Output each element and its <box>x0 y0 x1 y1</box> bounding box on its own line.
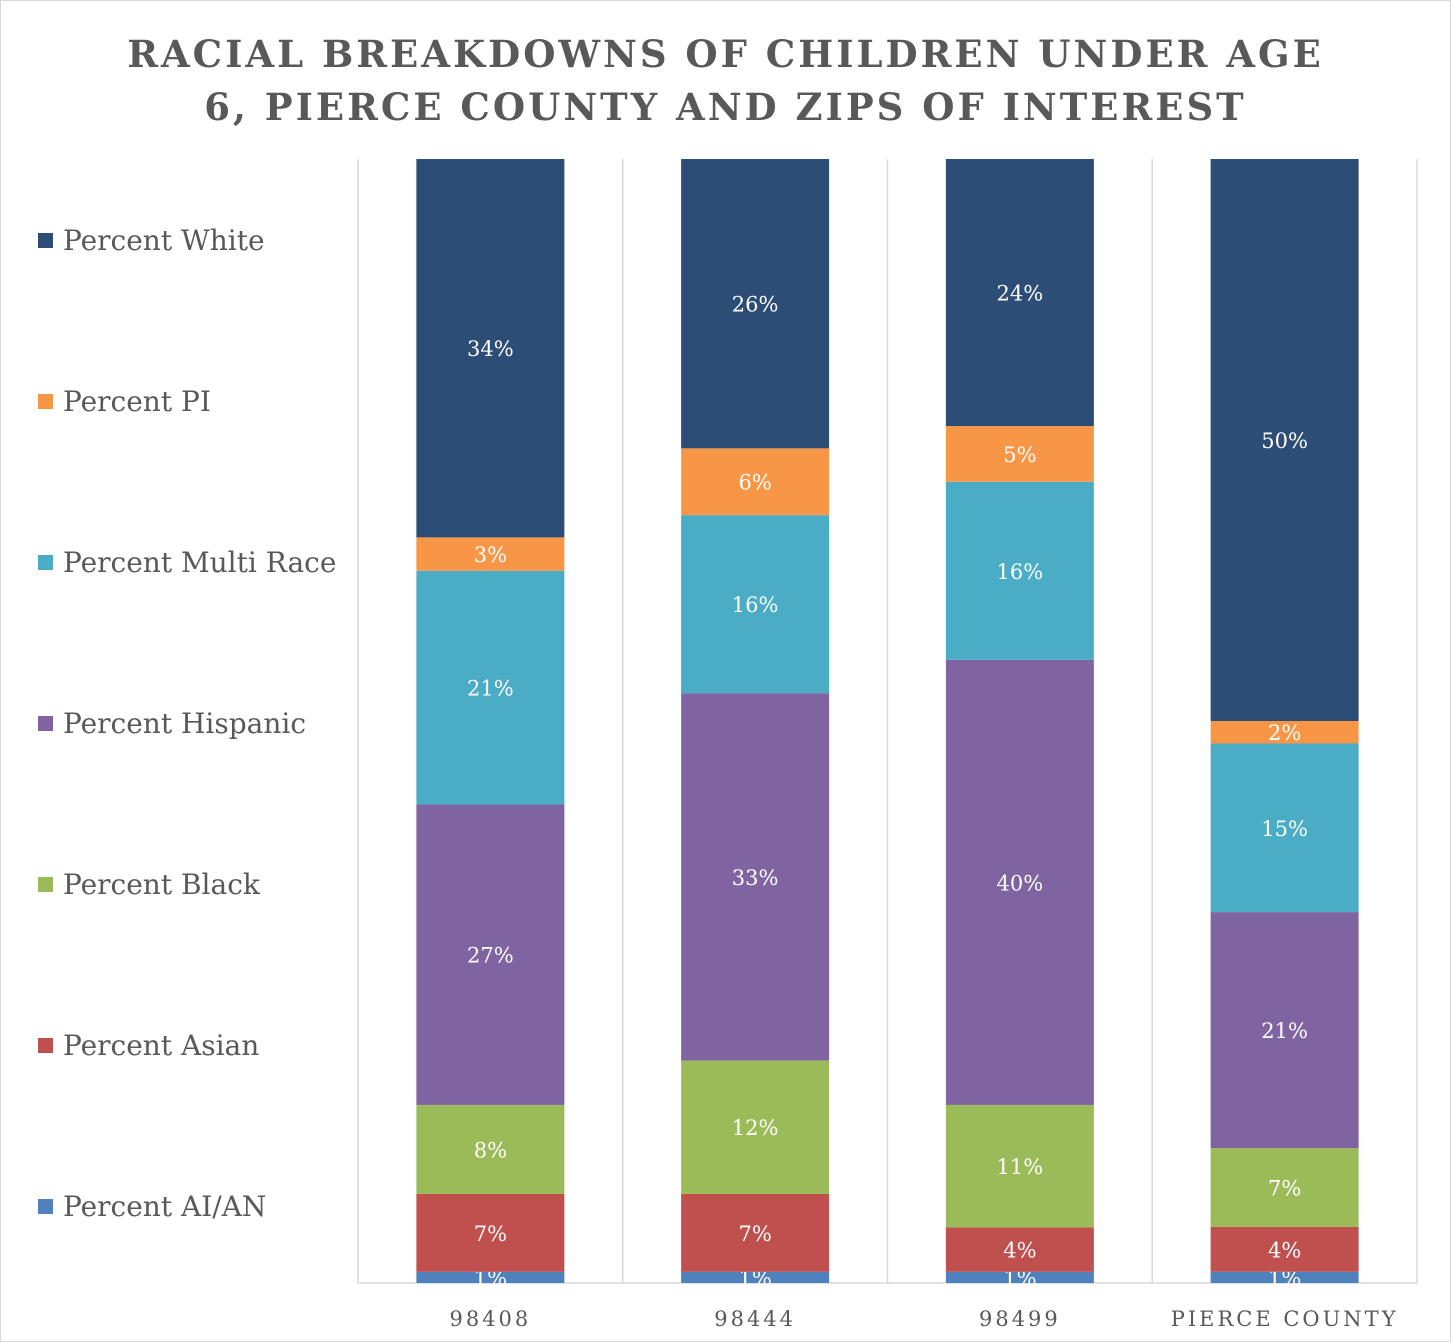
legend-label: Percent Hispanic <box>63 706 307 740</box>
data-label: 7% <box>474 1222 507 1246</box>
data-label: 6% <box>738 471 771 495</box>
data-label: 4% <box>1003 1239 1036 1263</box>
bar-segment <box>1210 1271 1359 1283</box>
data-label: 16% <box>997 560 1044 584</box>
data-label: 2% <box>1268 721 1301 745</box>
legend-swatch <box>38 1198 53 1214</box>
bar-segment <box>416 1271 565 1283</box>
bar-segment <box>1210 159 1359 721</box>
legend-item: Percent Black <box>38 864 260 904</box>
bar-segment <box>945 1227 1094 1272</box>
data-label: 27% <box>467 944 514 968</box>
legend-label: Percent Multi Race <box>63 545 337 579</box>
bar-segment <box>416 1104 565 1194</box>
bar-segment <box>681 515 830 694</box>
legend-item: Percent White <box>38 220 265 260</box>
bar-segment <box>945 659 1094 1105</box>
bar-segment <box>681 693 830 1061</box>
data-label: 8% <box>474 1138 507 1162</box>
legend-swatch <box>38 1037 53 1053</box>
data-label: 3% <box>474 543 507 567</box>
legend-swatch <box>38 232 53 248</box>
chart-title: RACIAL BREAKDOWNS OF CHILDREN UNDER AGE … <box>0 28 1451 134</box>
legend-label: Percent PI <box>63 384 211 418</box>
data-label: 21% <box>467 677 514 701</box>
legend-item: Percent Asian <box>38 1025 259 1065</box>
bar-segment <box>1210 912 1359 1149</box>
bar-segment <box>681 448 830 516</box>
data-label: 15% <box>1261 817 1308 841</box>
legend-item: Percent Multi Race <box>38 542 336 582</box>
x-tick-label: 98408 <box>449 1307 531 1331</box>
data-label: 34% <box>467 337 514 361</box>
legend-item: Percent PI <box>38 381 211 421</box>
legend-swatch <box>38 876 53 892</box>
legend-item: Percent Hispanic <box>38 703 306 743</box>
bar-segment <box>945 159 1094 427</box>
legend-swatch <box>38 715 53 731</box>
bar-segment <box>416 159 565 538</box>
bar-segment <box>416 804 565 1105</box>
bar-segment <box>681 159 830 449</box>
bar-segment <box>1210 1226 1359 1272</box>
bar-segment <box>681 1060 830 1194</box>
bar-segment <box>1210 743 1359 913</box>
bar-segment <box>681 1271 830 1283</box>
chart-title-line-1: RACIAL BREAKDOWNS OF CHILDREN UNDER AGE <box>127 32 1324 76</box>
x-tick-label: PIERCE COUNTY <box>1171 1307 1399 1331</box>
data-label: 21% <box>1261 1019 1308 1043</box>
legend-label: Percent Asian <box>63 1028 260 1062</box>
data-label: 16% <box>732 593 779 617</box>
bar-segment <box>416 570 565 805</box>
bar-segment <box>1210 1148 1359 1227</box>
data-label: 11% <box>997 1155 1044 1179</box>
legend-swatch <box>38 393 53 409</box>
x-tick-label: 98499 <box>979 1307 1061 1331</box>
bar-segment <box>1210 721 1359 744</box>
data-label: 50% <box>1261 429 1308 453</box>
chart-title-line-2: 6, PIERCE COUNTY AND ZIPS OF INTEREST <box>204 85 1247 129</box>
legend-label: Percent AI/AN <box>63 1189 267 1223</box>
legend-swatch <box>38 554 53 570</box>
data-label: 24% <box>997 282 1044 306</box>
data-label: 7% <box>1268 1176 1301 1200</box>
x-tick-label: 98444 <box>714 1307 796 1331</box>
data-label: 26% <box>732 293 779 317</box>
data-label: 40% <box>997 871 1044 895</box>
bar-segment <box>416 537 565 571</box>
data-label: 7% <box>738 1222 771 1246</box>
bar-segment <box>945 481 1094 660</box>
bar-segment <box>945 426 1094 482</box>
data-label: 5% <box>1003 443 1036 467</box>
data-label: 4% <box>1268 1238 1301 1262</box>
bar-segment <box>416 1193 565 1272</box>
bar-segment <box>945 1104 1094 1228</box>
bar-segment <box>945 1271 1094 1283</box>
data-label: 12% <box>732 1116 779 1140</box>
legend-label: Percent Black <box>63 867 260 901</box>
legend-label: Percent White <box>63 223 265 257</box>
legend-item: Percent AI/AN <box>38 1186 266 1226</box>
bar-segment <box>681 1193 830 1272</box>
data-label: 33% <box>732 866 779 890</box>
